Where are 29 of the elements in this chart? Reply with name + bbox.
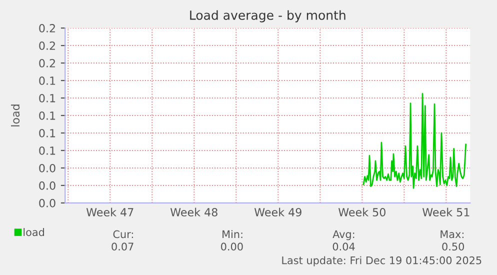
- y-axis-title: load: [10, 104, 20, 126]
- y-tick-label: 0.0: [39, 181, 56, 190]
- y-tick-label: 0.1: [39, 128, 56, 138]
- x-tick-label: Week 49: [254, 208, 302, 216]
- x-tick-label: Week 48: [170, 208, 218, 216]
- chart-title: Load average - by month: [190, 10, 346, 22]
- text: Min:: [222, 230, 242, 238]
- y-tick-label: 0.1: [39, 146, 56, 155]
- text: Max:: [440, 230, 464, 238]
- y-tick-label: 0.2: [39, 59, 55, 68]
- text: 0.00: [221, 242, 243, 251]
- x-tick-label: Week 50: [338, 208, 386, 216]
- x-tick-label: Week 51: [422, 208, 470, 216]
- text: 0.07: [112, 242, 134, 251]
- line-series: [362, 92, 467, 189]
- y-tick-label: 0.2: [39, 24, 55, 32]
- x-tick-label: Week 47: [86, 208, 134, 216]
- y-tick-label: 0.0: [39, 164, 56, 172]
- text: 0.50: [442, 242, 464, 251]
- text: 0.04: [332, 242, 355, 251]
- text: Avg:: [332, 230, 354, 240]
- legend-label: load: [24, 228, 44, 236]
- y-tick-label: 0.1: [39, 94, 56, 102]
- text: Last update: Fri Dec 19 01:45:00 2025: [282, 256, 482, 266]
- y-tick-label: 0.0: [39, 198, 56, 208]
- y-tick-label: 0.2: [39, 42, 55, 50]
- text: Cur:: [113, 230, 133, 238]
- y-tick-label: 0.1: [39, 111, 56, 120]
- y-tick-label: 0.1: [39, 76, 56, 85]
